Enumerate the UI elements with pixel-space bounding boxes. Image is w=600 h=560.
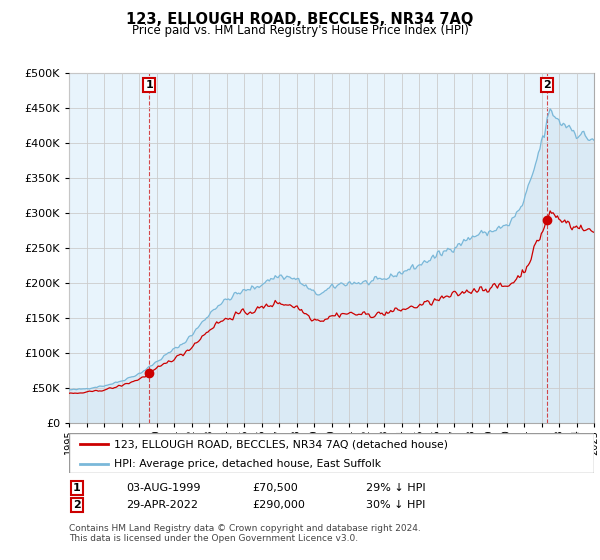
Text: 29-APR-2022: 29-APR-2022 xyxy=(126,500,198,510)
Text: 1: 1 xyxy=(145,80,153,90)
Text: 2: 2 xyxy=(544,80,551,90)
Text: £70,500: £70,500 xyxy=(252,483,298,493)
Text: 29% ↓ HPI: 29% ↓ HPI xyxy=(366,483,425,493)
Text: 1: 1 xyxy=(73,483,80,493)
Text: Contains HM Land Registry data © Crown copyright and database right 2024.
This d: Contains HM Land Registry data © Crown c… xyxy=(69,524,421,543)
Text: HPI: Average price, detached house, East Suffolk: HPI: Average price, detached house, East… xyxy=(113,459,381,469)
Text: 03-AUG-1999: 03-AUG-1999 xyxy=(126,483,200,493)
Text: £290,000: £290,000 xyxy=(252,500,305,510)
Text: 30% ↓ HPI: 30% ↓ HPI xyxy=(366,500,425,510)
Text: 123, ELLOUGH ROAD, BECCLES, NR34 7AQ: 123, ELLOUGH ROAD, BECCLES, NR34 7AQ xyxy=(127,12,473,27)
Text: 2: 2 xyxy=(73,500,80,510)
Text: 123, ELLOUGH ROAD, BECCLES, NR34 7AQ (detached house): 123, ELLOUGH ROAD, BECCLES, NR34 7AQ (de… xyxy=(113,439,448,449)
Text: Price paid vs. HM Land Registry's House Price Index (HPI): Price paid vs. HM Land Registry's House … xyxy=(131,24,469,37)
